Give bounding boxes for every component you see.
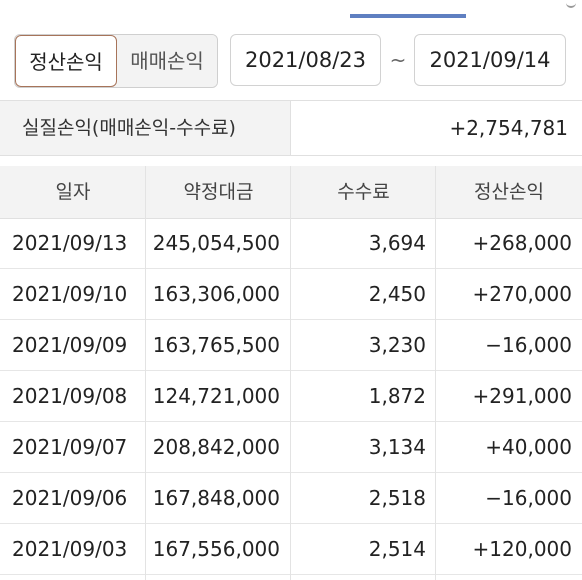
pl-type-toggle: 매매손익 정산손익 xyxy=(14,34,218,88)
end-date-field[interactable]: 2021/09/14 xyxy=(414,34,566,86)
active-tab-indicator xyxy=(350,14,466,18)
header-contract-amount: 약정대금 xyxy=(183,181,254,203)
table-row[interactable]: 2021/09/13 245,054,500 3,694 +268,000 xyxy=(0,218,582,269)
row-date: 2021/09/13 xyxy=(12,231,128,255)
settlement-pl-button[interactable]: 정산손익 xyxy=(15,35,117,87)
column-divider xyxy=(145,166,146,580)
row-amount: 124,721,000 xyxy=(152,384,280,408)
row-date: 2021/09/08 xyxy=(12,384,128,408)
row-fee: 1,872 xyxy=(368,384,426,408)
row-fee: 2,450 xyxy=(368,282,426,306)
scroll-handle-icon xyxy=(566,0,576,8)
row-date: 2021/09/06 xyxy=(12,486,128,510)
header-fee: 수수료 xyxy=(337,181,390,203)
summary-label: 실질손익(매매손익-수수료) xyxy=(22,117,236,139)
column-divider xyxy=(435,166,436,580)
header-settlement-pl: 정산손익 xyxy=(474,181,544,203)
table-row[interactable]: 2021/09/07 208,842,000 3,134 +40,000 xyxy=(0,422,582,473)
table-row[interactable]: 2021/09/03 167,556,000 2,514 +120,000 xyxy=(0,524,582,575)
row-date: 2021/09/07 xyxy=(12,435,128,459)
row-pl: +291,000 xyxy=(472,384,572,408)
table-row[interactable]: 2021/09/06 167,848,000 2,518 −16,000 xyxy=(0,473,582,524)
row-pl: +40,000 xyxy=(485,435,572,459)
row-fee: 2,514 xyxy=(368,537,426,561)
trading-pl-button[interactable]: 매매손익 xyxy=(117,35,217,87)
row-amount: 167,556,000 xyxy=(152,537,280,561)
table-row[interactable]: 2021/09/09 163,765,500 3,230 −16,000 xyxy=(0,320,582,371)
row-pl: +270,000 xyxy=(472,282,572,306)
top-tab-strip xyxy=(0,0,582,22)
row-fee: 3,230 xyxy=(368,333,426,357)
row-date: 2021/09/09 xyxy=(12,333,128,357)
row-fee: 3,134 xyxy=(368,435,426,459)
row-amount: 163,306,000 xyxy=(152,282,280,306)
row-fee: 2,518 xyxy=(368,486,426,510)
row-pl: +268,000 xyxy=(472,231,572,255)
table-row[interactable]: 2021/09/10 163,306,000 2,450 +270,000 xyxy=(0,269,582,320)
summary-value: +2,754,781 xyxy=(449,116,568,140)
row-amount: 208,842,000 xyxy=(152,435,280,459)
row-amount: 245,054,500 xyxy=(152,231,280,255)
row-amount: 167,848,000 xyxy=(152,486,280,510)
row-pl: −16,000 xyxy=(485,486,572,510)
row-date: 2021/09/10 xyxy=(12,282,128,306)
filter-toolbar: 매매손익 정산손익 2021/08/23 ~ 2021/09/14 xyxy=(0,22,582,100)
row-date: 2021/09/03 xyxy=(12,537,128,561)
row-fee: 3,694 xyxy=(368,231,426,255)
header-date: 일자 xyxy=(55,181,91,203)
row-amount: 163,765,500 xyxy=(152,333,280,357)
table-row[interactable]: 2021/09/08 124,721,000 1,872 +291,000 xyxy=(0,371,582,422)
summary-label-cell: 실질손익(매매손익-수수료) xyxy=(0,101,291,155)
column-divider xyxy=(290,166,291,580)
date-range-separator: ~ xyxy=(389,48,407,72)
row-pl: +120,000 xyxy=(472,537,572,561)
start-date-field[interactable]: 2021/08/23 xyxy=(230,34,381,86)
table-header: 일자 약정대금 수수료 정산손익 xyxy=(0,166,582,219)
net-pl-summary: 실질손익(매매손익-수수료) +2,754,781 xyxy=(0,100,582,156)
row-pl: −16,000 xyxy=(485,333,572,357)
